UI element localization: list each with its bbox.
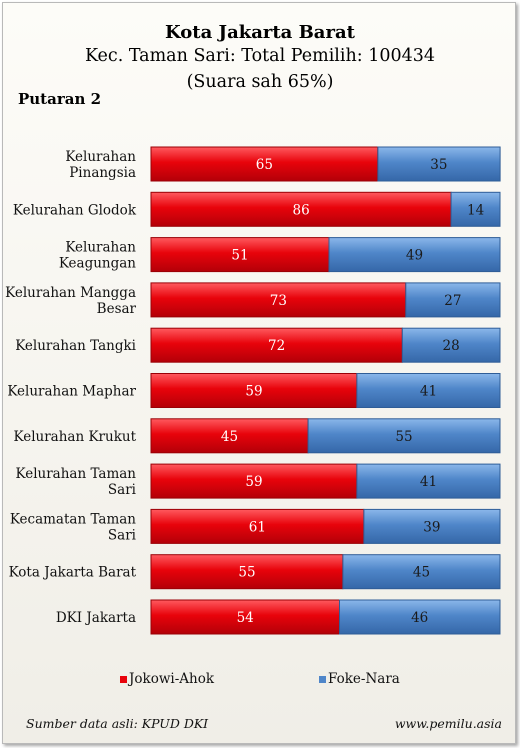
data-label-jokowi: 73 xyxy=(270,293,287,309)
data-label-foke: 41 xyxy=(420,384,437,400)
data-label-foke: 14 xyxy=(467,202,484,218)
data-label-foke: 55 xyxy=(395,429,412,445)
data-label-jokowi: 72 xyxy=(268,338,285,354)
bar-jokowi xyxy=(150,146,379,182)
legend-label-jokowi: Jokowi-Ahok xyxy=(129,671,215,687)
bar-foke xyxy=(450,191,501,227)
bar-foke xyxy=(328,237,501,273)
data-label-jokowi: 65 xyxy=(256,157,273,173)
bar-jokowi xyxy=(150,463,358,499)
data-label-foke: 49 xyxy=(406,248,423,264)
data-label-jokowi: 54 xyxy=(237,610,254,626)
valid-votes-note: (Suara sah 65%) xyxy=(186,72,334,92)
legend-swatch-foke xyxy=(319,676,326,683)
category-label: Kelurahan Maphar xyxy=(7,384,136,400)
bar-jokowi xyxy=(150,554,344,590)
category-label: Kelurahan Glodok xyxy=(13,202,137,218)
bar-jokowi xyxy=(150,508,365,544)
data-label-foke: 27 xyxy=(444,293,461,309)
category-label: Kelurahan Tangki xyxy=(15,338,136,354)
bar-jokowi xyxy=(150,418,309,454)
data-label-foke: 35 xyxy=(430,157,447,173)
data-label-jokowi: 59 xyxy=(245,474,262,490)
bar-jokowi xyxy=(150,327,403,363)
source-note: Sumber data asli: KPUD DKI xyxy=(26,716,209,731)
bar-foke xyxy=(356,373,501,408)
data-label-jokowi: 61 xyxy=(249,519,266,535)
bar-foke xyxy=(339,599,501,635)
bar-foke xyxy=(342,554,501,590)
category-label: Kelurahan Taman Sari xyxy=(15,466,136,498)
data-label-foke: 46 xyxy=(411,610,428,626)
category-label: Kelurahan Mangga Besar xyxy=(5,285,136,317)
bar-jokowi xyxy=(150,373,358,408)
bar-foke xyxy=(363,508,501,544)
bar-foke xyxy=(307,418,501,454)
chart-title: Kota Jakarta Barat xyxy=(165,22,355,43)
chart-subtitle: Kec. Taman Sari: Total Pemilih: 100434 xyxy=(84,46,436,66)
data-label-jokowi: 55 xyxy=(238,565,255,581)
bar-jokowi xyxy=(150,282,407,318)
category-label: DKI Jakarta xyxy=(56,610,136,626)
legend-label-foke: Foke-Nara xyxy=(328,671,400,687)
bar-jokowi xyxy=(150,237,330,273)
data-label-jokowi: 59 xyxy=(245,384,262,400)
bar-foke xyxy=(377,146,501,182)
data-label-jokowi: 45 xyxy=(221,429,238,445)
data-label-foke: 45 xyxy=(413,565,430,581)
bar-foke xyxy=(401,327,501,363)
data-label-jokowi: 51 xyxy=(231,248,248,264)
category-label: Kelurahan Pinangsia xyxy=(65,149,136,181)
data-label-jokowi: 86 xyxy=(293,202,310,218)
data-label-foke: 41 xyxy=(420,474,437,490)
bar-foke xyxy=(405,282,501,318)
category-label: Kota Jakarta Barat xyxy=(9,565,137,581)
data-label-foke: 28 xyxy=(443,338,460,354)
site-url: www.pemilu.asia xyxy=(394,716,502,731)
category-label: Kelurahan Keagungan xyxy=(59,240,136,272)
bar-foke xyxy=(356,463,501,499)
category-label: Kelurahan Krukut xyxy=(14,429,137,445)
bar-jokowi xyxy=(150,599,340,635)
legend-swatch-jokowi xyxy=(120,676,127,683)
data-label-foke: 39 xyxy=(423,519,440,535)
round-label: Putaran 2 xyxy=(18,90,102,108)
category-label: Kecamatan Taman Sari xyxy=(10,511,137,543)
